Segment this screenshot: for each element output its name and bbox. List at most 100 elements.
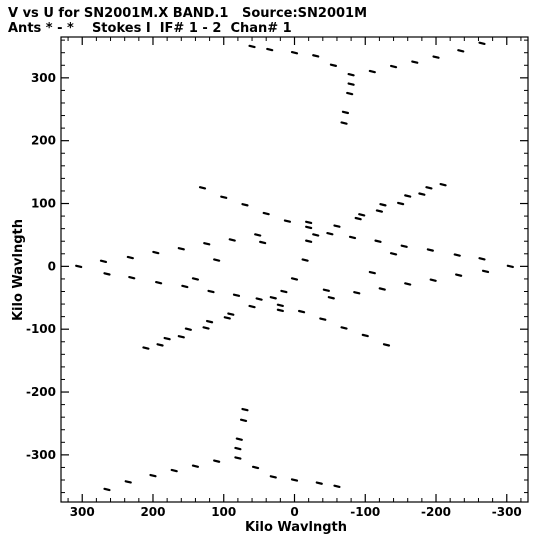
y-tick-label: 100 xyxy=(31,197,56,211)
uv-point xyxy=(404,282,412,286)
uv-point xyxy=(248,304,256,309)
uv-point xyxy=(259,240,267,245)
uv-point xyxy=(327,296,335,300)
uv-point xyxy=(254,233,262,237)
uv-point xyxy=(333,224,341,228)
uv-point xyxy=(439,182,447,187)
uv-point xyxy=(184,327,192,331)
uv-point xyxy=(177,335,185,339)
uv-point xyxy=(276,303,284,308)
uv-point xyxy=(262,211,270,216)
uv-point xyxy=(368,270,376,275)
uv-point xyxy=(191,464,200,468)
uv-point xyxy=(347,73,355,77)
uv-point xyxy=(290,478,299,482)
x-tick-label: -100 xyxy=(350,505,380,519)
uv-point xyxy=(506,264,514,269)
x-tick-label: 300 xyxy=(70,505,95,519)
y-tick-label: 200 xyxy=(31,134,56,148)
y-tick-label: -300 xyxy=(26,448,56,462)
plot-frame xyxy=(60,36,529,503)
uv-point xyxy=(319,317,327,321)
uv-point xyxy=(326,231,334,236)
uv-point xyxy=(269,296,277,300)
uv-point xyxy=(368,69,376,74)
uv-point xyxy=(181,284,189,289)
axes-group: 300 200 100 0 -100 -200 -300 300 200 100 0 -100 -200… xyxy=(26,37,528,519)
uv-point xyxy=(341,110,350,115)
uv-point xyxy=(103,272,111,276)
uv-point xyxy=(346,91,354,96)
uv-point xyxy=(103,487,111,492)
uv-point xyxy=(248,44,256,49)
uv-point xyxy=(432,55,440,59)
uv-point xyxy=(322,288,330,292)
uv-point xyxy=(358,213,366,217)
uv-point xyxy=(227,312,235,316)
uv-point xyxy=(290,51,299,55)
uv-point xyxy=(75,264,83,269)
uv-point xyxy=(426,248,434,252)
uv-point xyxy=(239,418,248,423)
uv-point xyxy=(453,253,461,257)
uv-point xyxy=(353,291,361,295)
uv-point xyxy=(374,239,382,243)
uv-point xyxy=(202,326,210,330)
uv-point xyxy=(290,277,299,281)
y-tick-label: -200 xyxy=(26,385,56,399)
uv-point xyxy=(418,192,426,196)
uv-point xyxy=(234,446,242,451)
plot-subtitle: Ants * - * Stokes I IF# 1 - 2 Chan# 1 xyxy=(8,21,292,36)
uv-point xyxy=(361,333,369,338)
uv-point xyxy=(241,203,249,207)
uv-point xyxy=(333,484,341,488)
uv-point xyxy=(235,437,243,441)
uv-point xyxy=(255,297,263,301)
y-tick-label: 0 xyxy=(48,259,56,273)
uv-point xyxy=(354,216,362,221)
uv-point xyxy=(305,225,313,230)
uv-point xyxy=(241,407,249,412)
uv-point xyxy=(198,186,207,190)
uv-point xyxy=(124,480,132,484)
uv-point xyxy=(163,336,171,341)
uv-point xyxy=(152,250,160,255)
uv-point xyxy=(203,242,211,246)
uv-point xyxy=(232,293,241,297)
y-axis-title: Kilo Wavlngth xyxy=(11,219,26,321)
uv-point xyxy=(207,289,215,294)
x-tick-label: 100 xyxy=(211,505,236,519)
uv-point xyxy=(220,195,228,199)
uv-point xyxy=(156,343,164,347)
uv-point xyxy=(170,468,178,473)
uv-point xyxy=(266,47,274,52)
uv-point xyxy=(348,235,357,240)
uv-point xyxy=(283,219,292,223)
uv-point xyxy=(378,287,386,291)
uv-point xyxy=(455,273,463,277)
y-tick-label: 300 xyxy=(31,71,56,85)
uv-point xyxy=(228,238,236,242)
uv-point xyxy=(276,308,284,313)
x-tick-label: 0 xyxy=(290,505,298,519)
uv-point xyxy=(347,82,355,86)
uv-point xyxy=(142,346,150,350)
x-axis-title: Kilo Wavlngth xyxy=(245,520,347,535)
uv-point xyxy=(223,316,231,320)
uv-point xyxy=(478,41,486,45)
uv-point xyxy=(234,456,242,460)
uv-point xyxy=(312,54,320,58)
uv-point xyxy=(397,201,405,206)
uv-point xyxy=(191,277,200,281)
plot-title: V vs U for SN2001M.X BAND.1 Source:SN200… xyxy=(8,6,368,21)
uv-point xyxy=(478,257,486,261)
y-tick-label: -100 xyxy=(26,322,56,336)
uv-point xyxy=(149,473,157,478)
uv-point xyxy=(213,258,221,262)
uv-points-group xyxy=(75,41,514,492)
uv-point xyxy=(99,259,108,264)
uv-point xyxy=(297,309,306,314)
uv-point xyxy=(389,252,398,256)
